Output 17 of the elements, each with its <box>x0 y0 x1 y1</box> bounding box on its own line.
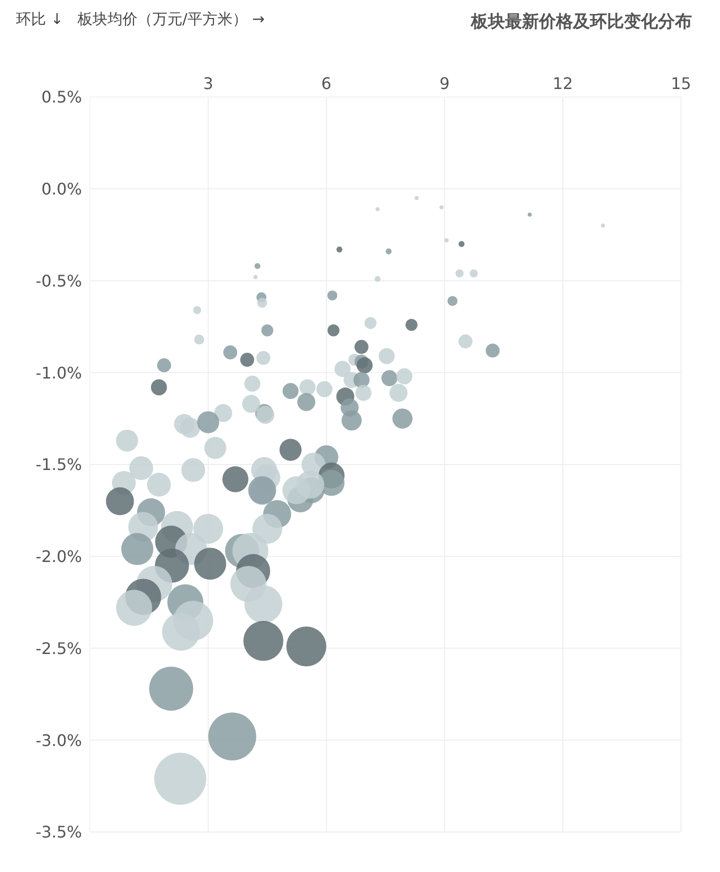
y-tick-label: 0.0% <box>41 180 82 199</box>
y-tick-label: -2.0% <box>36 547 82 566</box>
y-tick-label: -0.5% <box>36 271 82 290</box>
y-tick-label: -3.0% <box>36 730 82 750</box>
y-tick-label: -1.0% <box>36 363 82 382</box>
x-tick-label: 9 <box>440 74 450 93</box>
chart-title: 板块最新价格及环比变化分布 <box>471 11 692 33</box>
y-tick-label: -2.5% <box>36 638 82 658</box>
y-axis-title: 环比 ↓ <box>16 10 64 28</box>
y-tick-label: 0.5% <box>41 88 82 107</box>
y-tick-label: -3.5% <box>36 822 82 842</box>
x-axis-title: 板块均价（万元/平方米） → <box>77 10 265 28</box>
x-tick-label: 3 <box>203 74 214 93</box>
x-tick-label: 6 <box>321 74 332 93</box>
y-tick-label: -1.5% <box>36 455 82 474</box>
x-tick-label: 15 <box>670 74 692 93</box>
x-tick-label: 12 <box>552 74 573 93</box>
